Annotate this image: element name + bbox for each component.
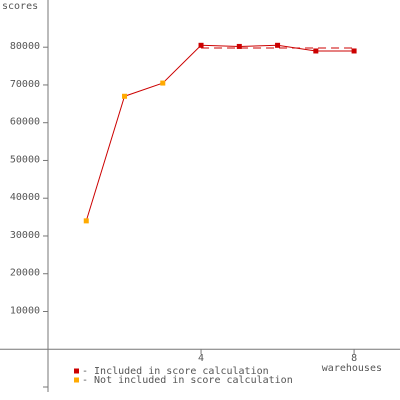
legend-label: - Included in score calculation xyxy=(82,366,269,377)
point xyxy=(160,80,166,86)
legend-label: - Not included in score calculation xyxy=(82,375,293,386)
y-tick-label: 60000 xyxy=(10,117,40,128)
y-tick-label: 80000 xyxy=(10,41,40,52)
legend-swatch xyxy=(74,377,79,383)
y-tick-label: 30000 xyxy=(10,230,40,241)
y-tick-label: 10000 xyxy=(10,305,40,316)
point xyxy=(122,93,128,99)
x-axis-label: warehouses xyxy=(322,363,382,374)
y-axis-label: scores xyxy=(2,1,38,12)
y-tick-label: 50000 xyxy=(10,154,40,165)
x-tick-label: 4 xyxy=(198,353,204,364)
point xyxy=(83,218,89,224)
y-tick-label: 70000 xyxy=(10,79,40,90)
point xyxy=(236,43,242,49)
legend-swatch xyxy=(74,368,79,374)
point xyxy=(198,42,204,48)
point xyxy=(313,48,319,54)
y-tick-label: 40000 xyxy=(10,192,40,203)
x-tick-label: 8 xyxy=(351,353,357,364)
point xyxy=(275,42,281,48)
point xyxy=(351,48,357,54)
data-line xyxy=(85,44,355,222)
y-tick-label: 20000 xyxy=(10,268,40,279)
